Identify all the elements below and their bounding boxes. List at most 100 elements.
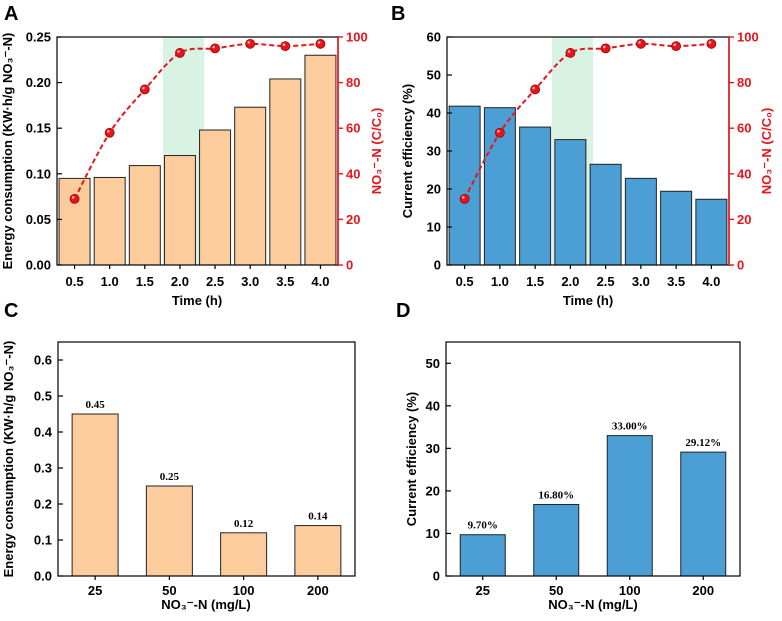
xticks-b: 0.5 1.0 1.5 2.0 2.5 3.0 3.5 4.0 [456, 265, 720, 289]
ytick-label-a-1: 0.05 [26, 212, 51, 227]
bar-b-2.0 [554, 139, 587, 266]
ytick-label-a-0: 0.00 [26, 258, 51, 273]
panel-c: C 0.45 0.25 0.12 0.14 0.0 0.1 0.2 0.3 0.4 0.5 0.6… [1, 300, 356, 612]
y2-axis-title-b: NO₃⁻-N (C/C₀) [759, 108, 774, 195]
x-axis-title-c: NO₃⁻-N (mg/L) [161, 597, 250, 612]
line-point-highlight-a-1.0 [106, 130, 110, 133]
panel-a: A 0.000.050.100.150.200.25 020406080100 … [0, 3, 384, 308]
line-point-b-4.0 [706, 38, 717, 49]
panel-letter-a: A [4, 3, 18, 25]
bar-b-3.5 [660, 190, 693, 266]
bar-b-2.5 [589, 163, 622, 266]
line-point-highlight-a-2.5 [212, 45, 215, 49]
bars-a [58, 54, 337, 266]
line-point-highlight-a-3.0 [247, 41, 251, 44]
y-axis-title-a: Energy consumption (KW·h/g NO₃⁻-N) [0, 33, 15, 270]
xtick-label-d-2: 100 [619, 583, 641, 598]
xtick-label-c-0: 25 [88, 583, 102, 598]
xtick-label-b-0: 0.5 [456, 274, 474, 289]
ytick-label-d-5: 50 [426, 356, 440, 371]
line-point-highlight-b-1.0 [497, 130, 500, 133]
data-label-c-50: 0.25 [160, 471, 180, 483]
xtick-label-a-3: 2.0 [171, 274, 189, 289]
x-axis-title-b: Time (h) [563, 293, 613, 308]
ytick-label-b-1: 10 [427, 220, 441, 235]
bar-d-50 [533, 504, 580, 577]
bar-a-2.0 [163, 155, 196, 266]
bar-a-0.5 [58, 177, 91, 266]
xtick-label-b-7: 4.0 [702, 274, 720, 289]
line-point-highlight-b-2.5 [602, 45, 606, 49]
xtick-label-c-1: 50 [162, 583, 176, 598]
bar-d-100 [606, 435, 653, 577]
xtick-label-b-2: 1.5 [526, 274, 544, 289]
line-point-b-1.5 [530, 84, 541, 95]
xtick-label-a-1: 1.0 [101, 274, 119, 289]
bar-d-200 [680, 451, 727, 577]
ytick-label-c-6: 0.6 [34, 353, 52, 368]
ytick-label-b-3: 30 [427, 144, 441, 159]
ytick-label-d-2: 20 [426, 483, 440, 498]
line-point-a-2.0 [175, 48, 185, 58]
data-label-c-25: 0.45 [86, 399, 106, 411]
xticks-a: 0.5 1.0 1.5 2.0 2.5 3.0 3.5 4.0 [66, 265, 329, 289]
bars-d [459, 435, 727, 577]
line-point-b-3.0 [635, 38, 646, 49]
y2tick-label-a-5: 100 [346, 30, 368, 45]
ytick-label-d-1: 10 [426, 526, 440, 541]
line-point-highlight-a-4.0 [317, 41, 321, 44]
plot-frame-c [57, 341, 356, 577]
bar-a-1.5 [128, 165, 161, 266]
bar-d-25 [459, 534, 506, 577]
line-point-a-0.5 [69, 193, 80, 204]
line-point-highlight-a-3.5 [282, 43, 286, 47]
line-point-b-3.5 [671, 41, 682, 52]
ytick-label-c-4: 0.4 [34, 425, 53, 440]
ytick-label-a-3: 0.15 [26, 121, 51, 136]
bar-c-200 [294, 525, 342, 577]
y2tick-label-a-0: 0 [346, 258, 353, 273]
y2tick-label-a-1: 20 [346, 212, 360, 227]
xticks-c: 25 50 100 200 [88, 576, 329, 598]
bar-a-3.0 [234, 106, 267, 266]
bar-c-50 [145, 485, 193, 577]
panel-d: D 9.70% 16.80% 33.00% 29.12% 0 10 20 30 40 50 25… [396, 300, 741, 612]
xtick-label-d-1: 50 [549, 583, 563, 598]
bars-c [71, 413, 342, 577]
bar-a-2.5 [199, 129, 232, 266]
x-axis-title-d: NO₃⁻-N (mg/L) [548, 597, 637, 612]
bar-a-1.0 [93, 176, 126, 266]
bar-c-100 [220, 532, 268, 577]
ytick-label-b-0: 0 [434, 258, 441, 273]
bar-a-3.5 [269, 78, 302, 266]
line-point-b-2.0 [565, 48, 576, 58]
ytick-label-c-2: 0.2 [34, 497, 52, 512]
line-point-highlight-b-0.5 [461, 196, 465, 199]
plot-frame-d [445, 341, 741, 577]
data-label-c-200: 0.14 [308, 511, 328, 523]
line-point-a-1.5 [139, 84, 150, 95]
ytick-label-c-3: 0.3 [34, 461, 52, 476]
ytick-label-d-0: 0 [433, 569, 440, 584]
ytick-label-c-5: 0.5 [34, 389, 52, 404]
y-axis-title-d: Current efficiency (%) [404, 392, 419, 526]
y2tick-label-b-0: 0 [737, 258, 744, 273]
bar-b-4.0 [695, 198, 728, 266]
line-point-a-2.5 [210, 43, 220, 54]
line-point-a-3.0 [245, 38, 256, 49]
y2tick-label-b-3: 60 [737, 121, 751, 136]
line-point-highlight-a-1.5 [142, 86, 145, 90]
ytick-label-b-2: 20 [427, 182, 441, 197]
data-label-c-100: 0.12 [234, 518, 254, 530]
xtick-label-d-3: 200 [692, 583, 714, 598]
line-a [69, 38, 326, 204]
panel-letter-d: D [396, 300, 410, 322]
xtick-label-a-7: 4.0 [311, 274, 329, 289]
line-point-highlight-b-2.0 [567, 50, 571, 53]
y2-axis-title-a: NO₃⁻-N (C/C₀) [369, 108, 384, 195]
y2tick-label-b-2: 40 [737, 166, 751, 181]
ytick-label-c-0: 0.0 [34, 569, 52, 584]
ytick-label-c-1: 0.1 [34, 533, 52, 548]
line-point-a-3.5 [280, 41, 291, 52]
